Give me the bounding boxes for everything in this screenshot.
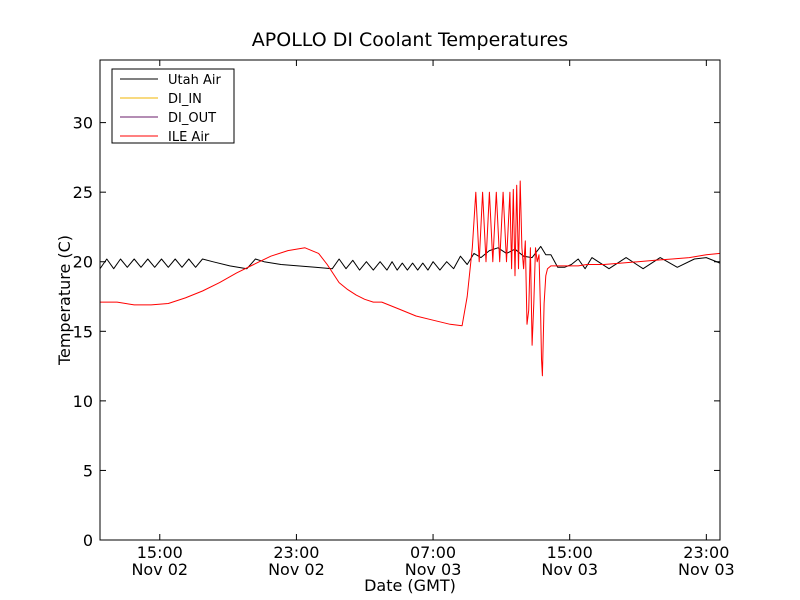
legend-label-di-out: DI_OUT — [168, 111, 216, 126]
legend-label-ile-air: ILE Air — [168, 130, 210, 145]
y-tick-label: 25 — [73, 183, 93, 202]
x-tick-label-date: Nov 03 — [405, 560, 462, 579]
x-tick-label-time: 23:00 — [683, 543, 729, 562]
x-tick-label-date: Nov 03 — [678, 560, 735, 579]
y-tick-label: 0 — [83, 531, 93, 550]
legend-label-utah-air: Utah Air — [168, 73, 221, 88]
y-tick-label: 5 — [83, 461, 93, 480]
y-tick-label: 30 — [73, 114, 93, 133]
y-tick-label: 20 — [73, 253, 93, 272]
series-line-utah-air — [100, 245, 720, 271]
x-tick-label-time: 15:00 — [547, 543, 593, 562]
chart-title: APOLLO DI Coolant Temperatures — [252, 29, 568, 51]
plot-frame — [99, 59, 721, 541]
x-tick-label-time: 23:00 — [273, 543, 319, 562]
y-tick-label: 10 — [73, 392, 93, 411]
y-axis-title: Temperature (C) — [55, 235, 74, 366]
x-tick-label-time: 15:00 — [137, 543, 183, 562]
x-tick-label-time: 07:00 — [410, 543, 456, 562]
series-line-ile-air — [100, 180, 720, 377]
y-tick-label: 15 — [73, 322, 93, 341]
legend-label-di-in: DI_IN — [168, 92, 202, 107]
x-tick-label-date: Nov 03 — [541, 560, 598, 579]
x-tick-label-date: Nov 02 — [131, 560, 188, 579]
x-tick-label-date: Nov 02 — [268, 560, 325, 579]
legend-box — [111, 68, 235, 144]
x-axis-title: Date (GMT) — [364, 576, 456, 595]
